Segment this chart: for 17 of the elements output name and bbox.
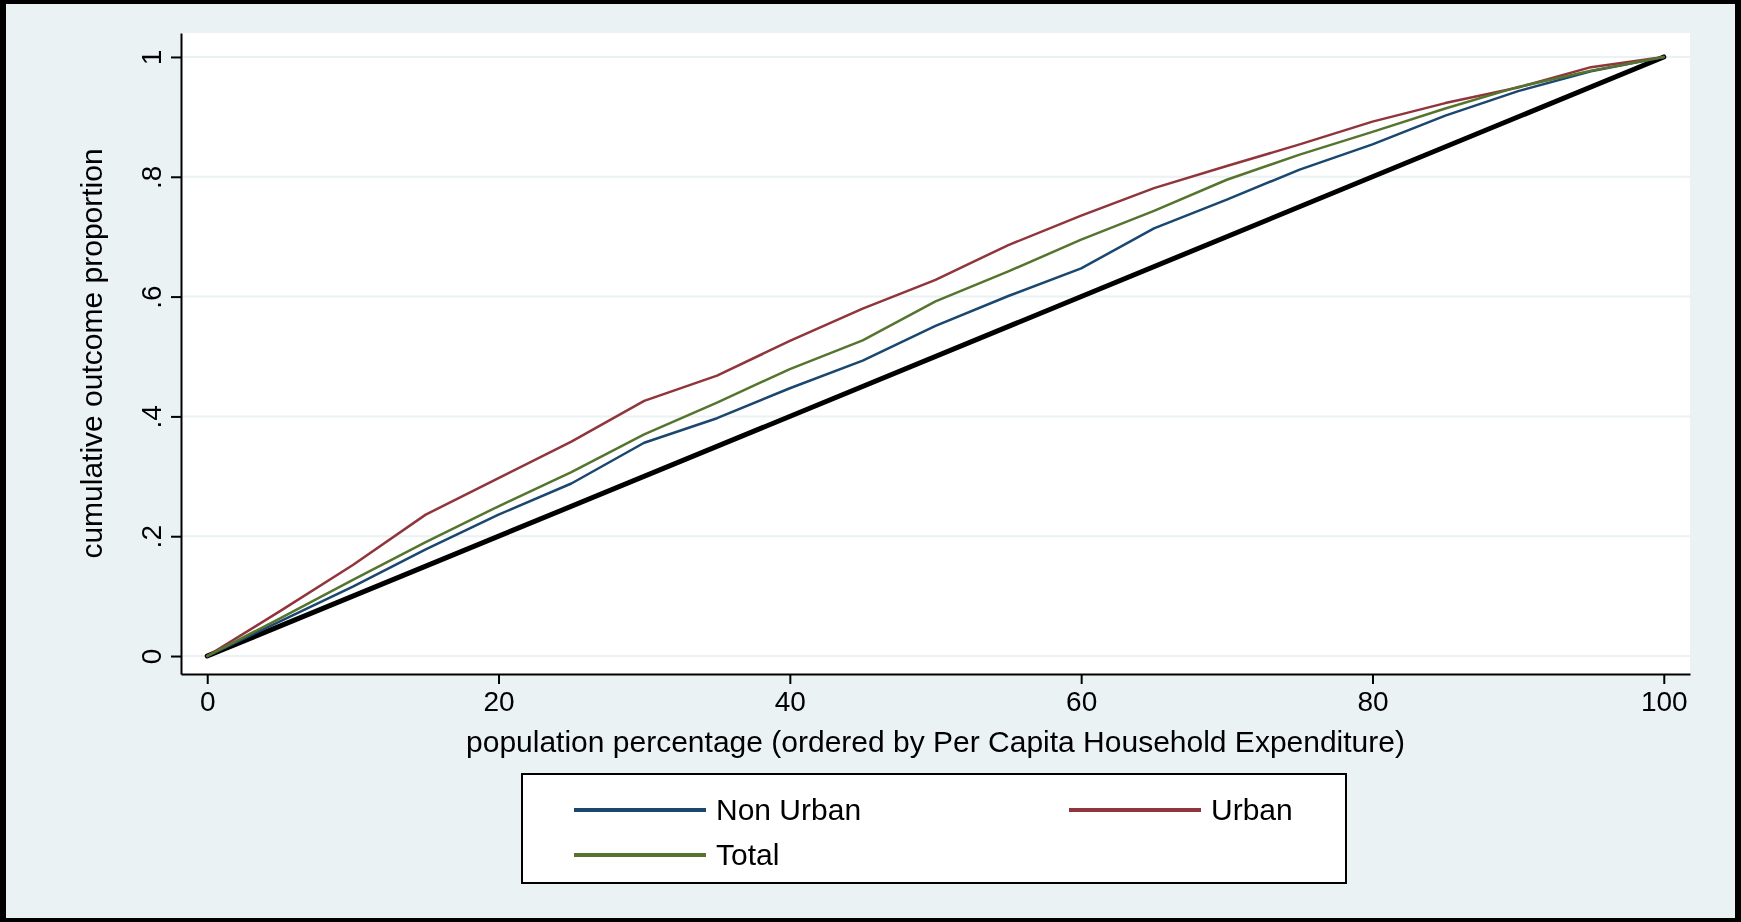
x-tick-label: 40 (774, 685, 806, 717)
y-tick-label: .6 (136, 285, 167, 309)
x-tick-label: 60 (1066, 685, 1098, 717)
legend-label: Urban (1211, 793, 1293, 826)
y-tick-label: 0 (136, 648, 167, 665)
y-axis-title: cumulative outcome proportion (75, 148, 108, 559)
x-tick-label: 0 (199, 685, 216, 717)
x-tick-label: 20 (483, 685, 515, 717)
x-tick-label: 100 (1640, 685, 1688, 717)
legend-label: Non Urban (716, 793, 862, 826)
y-tick-label: .8 (136, 165, 167, 189)
y-tick-label: .4 (136, 405, 167, 429)
legend-label: Total (716, 838, 780, 871)
x-axis-title: population percentage (ordered by Per Capita Household Expenditure) (466, 725, 1405, 758)
y-tick-label: 1 (136, 49, 167, 66)
x-tick-label: 80 (1357, 685, 1389, 717)
y-tick-label: .2 (136, 525, 167, 549)
